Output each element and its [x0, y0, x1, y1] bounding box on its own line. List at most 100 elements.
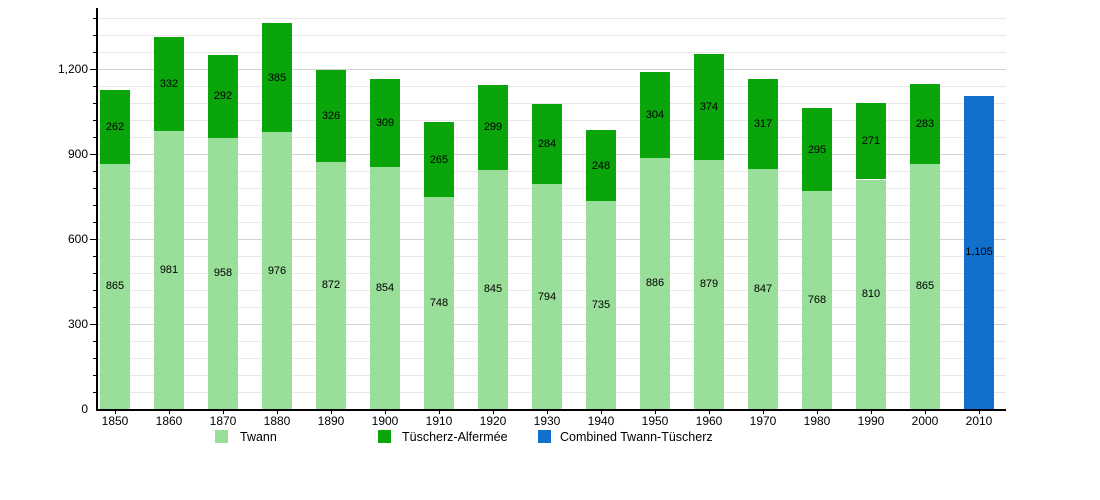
bar-segment-t-scherz-alferm-e-1860: [154, 36, 184, 132]
bar-value-label: 271: [861, 135, 881, 148]
x-tick-label-1940: 1940: [587, 414, 615, 428]
x-axis-tick: [115, 411, 116, 414]
y-axis-tick: [93, 204, 97, 206]
x-axis-tick: [979, 411, 980, 414]
legend-label-tuscherz-alfermee: Tüscherz-Alfermée: [402, 430, 508, 444]
bar-segment-twann-1990: [856, 179, 886, 409]
bar-segment-twann-1860: [154, 131, 184, 409]
x-tick-label-1870: 1870: [209, 414, 237, 428]
y-axis-tick: [93, 102, 97, 104]
y-axis-tick: [93, 85, 97, 87]
bar-value-label: 879: [699, 278, 719, 291]
y-tick-label-600: 600: [67, 232, 88, 246]
x-tick-label-1930: 1930: [533, 414, 561, 428]
y-tick-label-300: 300: [67, 317, 88, 331]
bar-value-label: 865: [915, 280, 935, 293]
y-axis-tick: [93, 34, 97, 36]
bar-segment-t-scherz-alferm-e-1940: [586, 130, 616, 201]
bar-value-label: 865: [105, 280, 125, 293]
bar-value-label: 317: [753, 118, 773, 131]
bar-value-label: 284: [537, 137, 557, 150]
y-axis-tick: [93, 374, 97, 376]
y-axis-tick: [90, 153, 97, 155]
legend-label-twann: Twann: [240, 430, 277, 444]
x-axis-tick: [709, 411, 710, 414]
y-axis-tick: [93, 357, 97, 359]
y-axis-tick: [93, 340, 97, 342]
bar-segment-twann-1880: [262, 132, 292, 409]
y-axis-tick: [93, 136, 97, 138]
bar-segment-twann-1970: [748, 169, 778, 409]
bar-segment-t-scherz-alferm-e-1970: [748, 79, 778, 169]
bar-value-label: 326: [321, 109, 341, 122]
x-axis-tick: [223, 411, 224, 414]
legend-label-combined: Combined Twann-Tüscherz: [560, 430, 713, 444]
bar-segment-t-scherz-alferm-e-1910: [424, 121, 454, 198]
y-axis-line: [96, 8, 98, 411]
bar-value-label: 295: [807, 143, 827, 156]
bar-value-label: 292: [213, 90, 233, 103]
y-tick-label-0: 0: [81, 402, 88, 416]
y-axis-tick: [93, 119, 97, 121]
bar-segment-twann-1950: [640, 157, 670, 409]
bar-segment-t-scherz-alferm-e-1930: [532, 103, 562, 185]
bar-value-label: 299: [483, 121, 503, 134]
bar-value-label: 794: [537, 290, 557, 303]
bar-segment-twann-1870: [208, 137, 238, 409]
y-axis-tick: [93, 306, 97, 308]
x-tick-label-1970: 1970: [749, 414, 777, 428]
x-axis-tick: [925, 411, 926, 414]
bar-segment-t-scherz-alferm-e-1870: [208, 54, 238, 138]
x-axis-tick: [169, 411, 170, 414]
y-axis-tick: [93, 272, 97, 274]
bar-segment-t-scherz-alferm-e-1990: [856, 102, 886, 180]
bar-value-label: 872: [321, 279, 341, 292]
x-tick-label-2010: 2010: [965, 414, 993, 428]
x-tick-label-1960: 1960: [695, 414, 723, 428]
bar-segment-twann-1930: [532, 184, 562, 409]
bar-segment-twann-1910: [424, 197, 454, 409]
y-tick-label-1200: 1,200: [57, 62, 88, 76]
bar-segment-t-scherz-alferm-e-1980: [802, 107, 832, 192]
bar-value-label: 265: [429, 153, 449, 166]
x-tick-label-1980: 1980: [803, 414, 831, 428]
x-axis-tick: [385, 411, 386, 414]
bar-value-label: 810: [861, 288, 881, 301]
bar-segment-twann-2000: [910, 163, 940, 409]
x-axis-tick: [817, 411, 818, 414]
bar-segment-twann-1940: [586, 200, 616, 409]
bar-value-label: 976: [267, 264, 287, 277]
bar-segment-t-scherz-alferm-e-1950: [640, 71, 670, 158]
x-axis-tick: [547, 411, 548, 414]
bar-segment-twann-1960: [694, 159, 724, 409]
x-axis-tick: [277, 411, 278, 414]
bar-value-label: 385: [267, 71, 287, 84]
x-tick-label-1920: 1920: [479, 414, 507, 428]
bar-value-label: 374: [699, 100, 719, 113]
x-axis-line: [96, 409, 1006, 411]
x-tick-label-1850: 1850: [101, 414, 129, 428]
x-axis-tick: [439, 411, 440, 414]
bar-segment-t-scherz-alferm-e-1900: [370, 79, 400, 168]
bar-value-label: 248: [591, 159, 611, 172]
gridline: [98, 102, 1006, 104]
x-tick-label-1860: 1860: [155, 414, 183, 428]
x-axis-tick: [763, 411, 764, 414]
bar-value-label: 845: [483, 283, 503, 296]
bar-value-label: 854: [375, 282, 395, 295]
x-axis-tick: [655, 411, 656, 414]
bar-segment-twann-1980: [802, 191, 832, 409]
y-axis-tick: [93, 17, 97, 19]
y-tick-label-900: 900: [67, 147, 88, 161]
bar-value-label: 958: [213, 267, 233, 280]
bar-value-label: 309: [375, 117, 395, 130]
bar-segment-twann-1900: [370, 167, 400, 409]
legend-swatch-combined: [538, 430, 551, 443]
bar-value-label: 304: [645, 108, 665, 121]
y-axis-tick: [93, 255, 97, 257]
y-axis-tick: [93, 170, 97, 172]
gridline: [98, 51, 1006, 53]
x-axis-tick: [493, 411, 494, 414]
x-tick-label-1990: 1990: [857, 414, 885, 428]
